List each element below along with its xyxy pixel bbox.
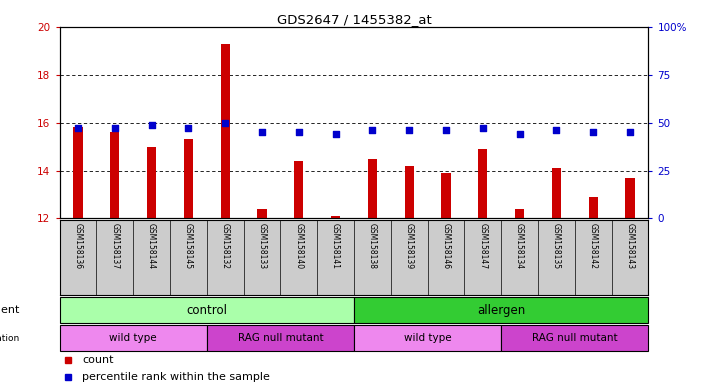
Bar xyxy=(207,325,354,351)
Text: GSM158146: GSM158146 xyxy=(442,223,451,269)
Bar xyxy=(625,178,634,218)
Title: GDS2647 / 1455382_at: GDS2647 / 1455382_at xyxy=(277,13,431,26)
Text: control: control xyxy=(186,304,227,317)
Bar xyxy=(589,197,598,218)
Bar xyxy=(60,325,207,351)
Bar xyxy=(478,149,487,218)
Bar xyxy=(257,209,266,218)
Point xyxy=(625,129,636,135)
Text: GSM158139: GSM158139 xyxy=(404,223,414,269)
Text: GSM158135: GSM158135 xyxy=(552,223,561,269)
Point xyxy=(109,125,121,131)
Point xyxy=(551,127,562,133)
Text: GSM158141: GSM158141 xyxy=(331,223,340,269)
Point xyxy=(404,127,415,133)
Bar xyxy=(184,139,193,218)
Bar xyxy=(74,127,83,218)
Text: allergen: allergen xyxy=(477,304,525,317)
Point xyxy=(183,125,194,131)
Text: GSM158140: GSM158140 xyxy=(294,223,304,269)
Bar xyxy=(354,297,648,323)
Text: percentile rank within the sample: percentile rank within the sample xyxy=(82,372,270,382)
Text: RAG null mutant: RAG null mutant xyxy=(532,333,618,343)
Text: GSM158137: GSM158137 xyxy=(110,223,119,269)
Text: wild type: wild type xyxy=(404,333,451,343)
Text: GSM158136: GSM158136 xyxy=(74,223,83,269)
Bar xyxy=(110,132,119,218)
Bar xyxy=(552,168,561,218)
Bar xyxy=(60,297,354,323)
Text: RAG null mutant: RAG null mutant xyxy=(238,333,323,343)
Point xyxy=(72,125,83,131)
Text: GSM158143: GSM158143 xyxy=(625,223,634,269)
Text: GSM158133: GSM158133 xyxy=(257,223,266,269)
Point xyxy=(514,131,525,137)
Point xyxy=(219,120,231,126)
Text: genotype/variation: genotype/variation xyxy=(0,334,19,343)
Text: GSM158142: GSM158142 xyxy=(589,223,598,269)
Point xyxy=(257,129,268,135)
Bar xyxy=(354,325,501,351)
Point xyxy=(330,131,341,137)
Point xyxy=(587,129,599,135)
Text: GSM158132: GSM158132 xyxy=(221,223,230,269)
Bar xyxy=(147,147,156,218)
Text: GSM158134: GSM158134 xyxy=(515,223,524,269)
Bar xyxy=(501,325,648,351)
Bar xyxy=(404,166,414,218)
Bar xyxy=(331,216,340,218)
Bar xyxy=(368,159,377,218)
Text: GSM158147: GSM158147 xyxy=(478,223,487,269)
Point xyxy=(477,125,489,131)
Text: wild type: wild type xyxy=(109,333,157,343)
Bar xyxy=(221,44,230,218)
Point xyxy=(146,121,157,127)
Text: GSM158144: GSM158144 xyxy=(147,223,156,269)
Text: count: count xyxy=(82,354,114,364)
Point xyxy=(440,127,451,133)
Text: GSM158145: GSM158145 xyxy=(184,223,193,269)
Text: GSM158138: GSM158138 xyxy=(368,223,377,269)
Bar xyxy=(294,161,304,218)
Bar xyxy=(442,173,451,218)
Bar xyxy=(515,209,524,218)
Point xyxy=(293,129,304,135)
Point xyxy=(367,127,378,133)
Text: agent: agent xyxy=(0,305,19,315)
